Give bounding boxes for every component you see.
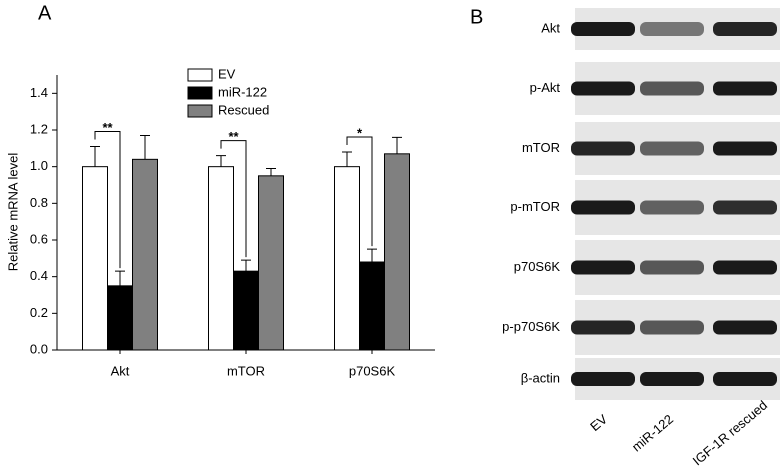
blot-band — [640, 260, 704, 275]
x-tick-label: p70S6K — [349, 363, 396, 378]
legend-swatch — [187, 86, 213, 100]
blot-band — [713, 260, 777, 275]
y-tick-label: 1.2 — [30, 121, 48, 136]
blot-band — [640, 141, 704, 156]
error-bar — [140, 135, 150, 160]
blot-band — [640, 22, 704, 36]
blot-row-label: p-Akt — [530, 80, 561, 95]
bar — [233, 270, 259, 351]
significance-label: ** — [228, 129, 239, 144]
panel-label: A — [38, 2, 52, 24]
y-tick-label: 0.4 — [30, 268, 48, 283]
blot-row-label: Akt — [541, 20, 560, 35]
blot-band — [713, 320, 777, 335]
blot-band — [571, 260, 635, 275]
significance-bracket — [346, 136, 373, 247]
blot-row-label: β-actin — [521, 370, 560, 385]
blot-band — [640, 81, 704, 96]
blot-band — [571, 22, 635, 36]
significance-bracket — [220, 140, 247, 258]
bar — [334, 166, 360, 351]
significance-label: ** — [102, 120, 113, 135]
blot-band — [713, 200, 777, 215]
y-tick-label: 0.0 — [30, 341, 48, 356]
blot-band — [571, 372, 635, 386]
blot-band — [640, 320, 704, 335]
blot-row-label: p-p70S6K — [502, 319, 560, 334]
blot-band — [640, 200, 704, 215]
blot-band — [571, 81, 635, 96]
error-bar — [266, 168, 276, 176]
blot-lane-label: EV — [587, 411, 610, 434]
y-tick-label: 0.8 — [30, 195, 48, 210]
bar — [384, 153, 410, 351]
significance-label: * — [357, 125, 363, 140]
blot-row-label: p70S6K — [514, 259, 561, 274]
blot-band — [713, 372, 777, 386]
error-bar — [90, 146, 100, 167]
error-bar — [392, 136, 402, 154]
blot-lane-label: miR-122 — [629, 411, 676, 454]
legend-label: miR-122 — [218, 84, 267, 99]
legend-swatch — [187, 104, 213, 118]
significance-bracket — [94, 131, 121, 269]
panel-label: B — [470, 6, 483, 28]
bar — [132, 158, 158, 351]
bar — [258, 175, 284, 351]
blot-band — [571, 320, 635, 335]
blot-band — [713, 81, 777, 96]
blot-band — [571, 200, 635, 215]
error-bar — [241, 259, 251, 272]
legend-swatch — [187, 68, 213, 82]
blot-row-label: p-mTOR — [510, 199, 560, 214]
blot-lane-label: IGF-1R rescued — [690, 397, 770, 468]
blot-band — [713, 22, 777, 36]
error-bar — [342, 151, 352, 167]
y-tick-label: 1.4 — [30, 85, 48, 100]
legend-label: EV — [218, 66, 236, 81]
legend-label: Rescued — [218, 102, 269, 117]
bar — [359, 261, 385, 351]
error-bar — [367, 248, 377, 262]
x-tick-label: mTOR — [227, 363, 265, 378]
bar — [107, 285, 133, 351]
blot-row-label: mTOR — [522, 140, 560, 155]
y-axis-label: Relative mRNA level — [5, 153, 20, 272]
bar — [82, 166, 108, 351]
blot-band — [640, 372, 704, 386]
bar — [208, 166, 234, 351]
y-tick-label: 1.0 — [30, 158, 48, 173]
error-bar — [115, 270, 125, 286]
x-tick-label: Akt — [111, 363, 130, 378]
blot-band — [713, 141, 777, 156]
blot-band — [571, 141, 635, 156]
y-tick-label: 0.6 — [30, 231, 48, 246]
error-bar — [216, 155, 226, 167]
y-tick-label: 0.2 — [30, 305, 48, 320]
